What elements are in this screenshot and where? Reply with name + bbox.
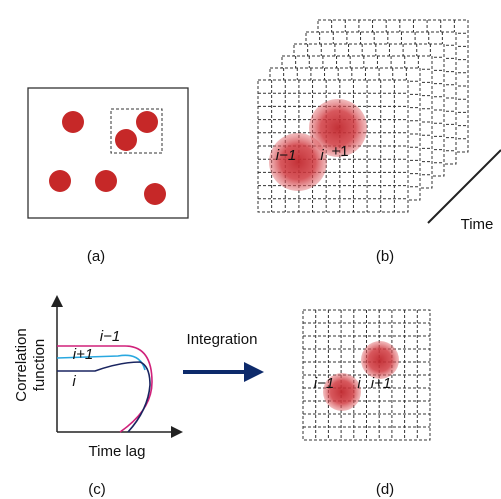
- particle: [144, 183, 166, 205]
- axis-label: Time: [461, 216, 494, 233]
- circle-label: i+1: [371, 375, 391, 392]
- particle: [49, 170, 71, 192]
- panel-label: (d): [376, 481, 394, 498]
- curve-label: i+1: [73, 346, 93, 363]
- particle: [136, 111, 158, 133]
- curve-label: i: [72, 373, 76, 390]
- circle-label: +1: [331, 143, 348, 160]
- circle-label: i−1: [276, 147, 296, 164]
- panel-c: i−1 i+1 i Correlation function Time lag …: [13, 298, 180, 498]
- curve: [57, 362, 150, 432]
- particle: [62, 111, 84, 133]
- panel-label: (a): [87, 248, 105, 265]
- y-axis-label: function: [31, 339, 48, 392]
- y-axis-label: Correlation: [13, 328, 30, 401]
- arrow-label: Integration: [187, 331, 258, 348]
- curve-label: i−1: [100, 328, 120, 345]
- particle-blob: [361, 341, 399, 379]
- panel-label: (b): [376, 248, 394, 265]
- panel-label: (c): [88, 481, 106, 498]
- x-axis-label: Time lag: [89, 443, 146, 460]
- page: {"panels": [ {"label": "(a)"}, {"label":…: [0, 0, 501, 499]
- circle-label: i−1: [314, 375, 334, 392]
- particle: [95, 170, 117, 192]
- panel-a: (a): [28, 88, 188, 265]
- particle: [115, 129, 137, 151]
- figure: (a) i−1 i +1 Time (b) i−1 i+1 i Correlat…: [0, 0, 501, 499]
- integration-arrow: Integration: [183, 331, 257, 372]
- particles: [49, 111, 166, 205]
